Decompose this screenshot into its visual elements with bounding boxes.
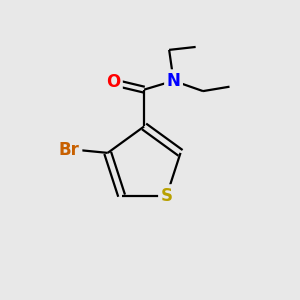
Text: O: O <box>106 73 120 91</box>
Text: S: S <box>160 187 172 205</box>
Text: N: N <box>167 72 181 90</box>
Text: Br: Br <box>59 141 80 159</box>
